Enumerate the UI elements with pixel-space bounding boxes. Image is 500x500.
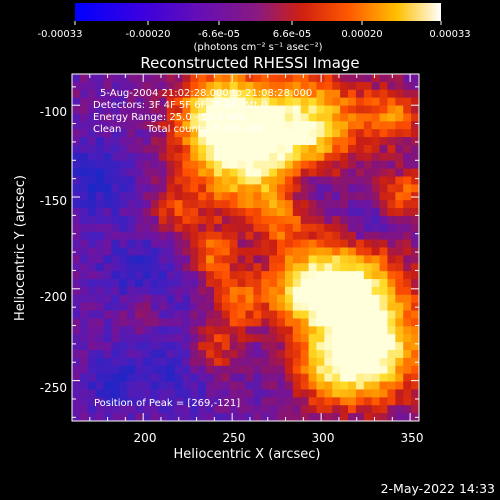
colorbar-unit-label: (photons cm⁻² s⁻¹ asec⁻²) bbox=[193, 42, 322, 53]
colorbar: -0.00033 -0.00020 -6.6e-05 6.6e-05 0.000… bbox=[38, 3, 471, 53]
x-axis-label: Heliocentric X (arcsec) bbox=[174, 447, 321, 462]
y-tick-label: -150 bbox=[40, 194, 67, 208]
time-range-text: 5-Aug-2004 21:02:28.000 to 21:08:28.000 bbox=[100, 88, 312, 99]
plot-title: Reconstructed RHESSI Image bbox=[140, 54, 359, 72]
axis-ticks bbox=[72, 74, 419, 421]
detectors-text: Detectors: 3F 4F 5F 6F 7F 8F, Att 0 bbox=[93, 100, 267, 111]
energy-range-text: Energy Range: 25.0 - 50.0 keV bbox=[93, 112, 246, 123]
total-counts-text: Total counts: 5.37E+03 bbox=[146, 124, 263, 135]
rhessi-image bbox=[72, 74, 419, 421]
y-tick-label: -250 bbox=[40, 381, 67, 395]
x-tick-label: 350 bbox=[401, 431, 424, 445]
colorbar-tick-label: 0.00033 bbox=[429, 29, 470, 40]
x-tick-label: 200 bbox=[134, 431, 157, 445]
y-tick-label: -200 bbox=[40, 290, 67, 304]
colorbar-tick-label: -0.00033 bbox=[38, 29, 83, 40]
clean-method-text: Clean bbox=[93, 124, 121, 135]
peak-position-text: Position of Peak = [269,-121] bbox=[94, 398, 240, 409]
x-tick-label: 250 bbox=[223, 431, 246, 445]
y-axis-label: Heliocentric Y (arcsec) bbox=[13, 175, 28, 321]
colorbar-tick-label: 6.6e-05 bbox=[273, 29, 311, 40]
colorbar-bar bbox=[75, 3, 441, 21]
colorbar-ticks bbox=[74, 21, 442, 25]
x-tick-label: 300 bbox=[312, 431, 335, 445]
plot-frame bbox=[71, 73, 420, 422]
y-tick-label: -100 bbox=[40, 105, 67, 119]
colorbar-tick-label: 0.00020 bbox=[341, 29, 382, 40]
observation-info: 5-Aug-2004 21:02:28.000 to 21:08:28.000 … bbox=[93, 88, 312, 409]
colorbar-tick-label: -0.00020 bbox=[126, 29, 171, 40]
timestamp-text: 2-May-2022 14:33 bbox=[381, 481, 495, 496]
colorbar-tick-label: -6.6e-05 bbox=[198, 29, 240, 40]
